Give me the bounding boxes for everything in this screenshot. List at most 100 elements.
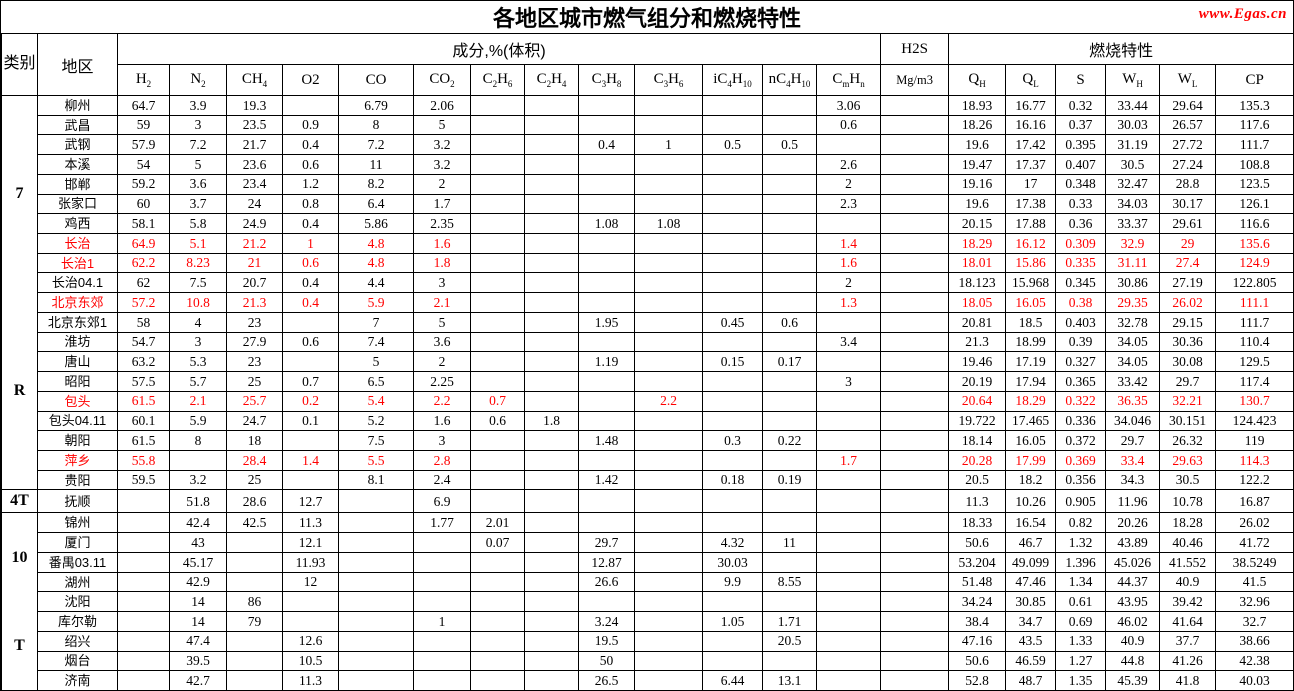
value-cell-WH: 45.39 <box>1105 670 1161 690</box>
value-cell-C3H8 <box>578 489 635 514</box>
value-cell-WL: 39.42 <box>1159 591 1217 613</box>
value-cell-CO: 6.79 <box>338 95 414 116</box>
value-cell-CmHn <box>815 650 882 672</box>
value-cell-H2S <box>880 430 950 451</box>
value-cell-C2H6 <box>470 371 525 392</box>
value-cell-C3H6 <box>634 532 703 553</box>
value-cell-QH: 19.6 <box>948 193 1007 215</box>
value-cell-CO2: 5 <box>413 311 471 333</box>
value-cell-CO: 5 <box>338 351 414 373</box>
value-cell-H2: 61.5 <box>117 430 170 451</box>
value-cell-C2H4 <box>524 670 579 690</box>
value-cell-H2S <box>880 469 950 491</box>
category-label: 7 <box>15 185 24 203</box>
value-cell-H2S <box>880 331 950 353</box>
value-cell-CO2 <box>413 630 471 652</box>
table-row: 湖州 42.9 12 26.6 9.9 8.55 51.48 47.46 1.34 44.37 40… <box>2 571 1293 593</box>
value-cell-O2: 11.93 <box>282 551 339 573</box>
region-cell: 长治04.1 <box>37 272 118 294</box>
value-cell-C2H6 <box>470 154 525 175</box>
value-cell-C2H4: 1.8 <box>524 410 579 432</box>
value-cell-nC4H10 <box>762 650 817 672</box>
region-cell: 厦门 <box>37 532 118 553</box>
header-h2s-unit: Mg/m3 <box>880 64 950 96</box>
value-cell-WL: 29 <box>1159 233 1217 254</box>
value-cell-CO2: 2.06 <box>413 95 471 116</box>
value-cell-QH: 20.5 <box>948 469 1007 491</box>
value-cell-CmHn: 3 <box>815 371 882 392</box>
value-cell-nC4H10 <box>762 95 817 116</box>
value-cell-CmHn <box>815 512 882 534</box>
value-cell-C3H6 <box>634 154 703 175</box>
value-cell-CH4: 79 <box>226 611 283 632</box>
value-cell-iC4H10 <box>702 591 763 613</box>
value-cell-C2H6 <box>470 571 525 593</box>
value-cell-CmHn: 3.06 <box>815 95 882 116</box>
value-cell-WL: 27.24 <box>1159 154 1217 175</box>
value-cell-C2H4 <box>524 351 579 373</box>
region-cell: 武昌 <box>37 114 118 136</box>
value-cell-CO: 5.86 <box>338 213 414 235</box>
table-row: 番禺03.11 45.17 11.93 12.87 30.03 53.204 49.099 1… <box>2 551 1293 573</box>
value-cell-N2: 51.8 <box>169 489 227 514</box>
value-cell-C2H6 <box>470 173 525 195</box>
table-row: 长治1 62.2 8.23 21 0.6 4.8 1.8 1.6 18.01 15.86 0.335… <box>2 252 1293 274</box>
value-cell-WH: 30.86 <box>1105 272 1161 294</box>
value-cell-H2S <box>880 292 950 313</box>
category-label: R <box>13 382 26 400</box>
value-cell-H2 <box>117 611 170 632</box>
value-cell-nC4H10: 0.22 <box>762 430 817 451</box>
value-cell-C3H8: 1.19 <box>578 351 635 373</box>
value-cell-QH: 18.14 <box>948 430 1007 451</box>
value-cell-H2: 59.5 <box>117 469 170 491</box>
value-cell-CmHn <box>815 134 882 156</box>
value-cell-O2: 1.4 <box>282 449 339 471</box>
value-cell-H2: 61.5 <box>117 390 170 412</box>
value-cell-CP: 114.3 <box>1215 449 1293 471</box>
value-cell-CmHn <box>815 591 882 613</box>
value-cell-WL: 30.151 <box>1159 410 1217 432</box>
value-cell-nC4H10: 11 <box>762 532 817 553</box>
header-region: 地区 <box>37 33 118 96</box>
value-cell-nC4H10: 0.19 <box>762 469 817 491</box>
value-cell-CO: 7.4 <box>338 331 414 353</box>
value-cell-QH: 11.3 <box>948 489 1007 514</box>
value-cell-CH4: 20.7 <box>226 272 283 294</box>
value-cell-C3H6 <box>634 233 703 254</box>
value-cell-QL: 17.42 <box>1005 134 1057 156</box>
value-cell-H2: 54.7 <box>117 331 170 353</box>
value-cell-H2: 60.1 <box>117 410 170 432</box>
value-cell-N2: 3.2 <box>169 469 227 491</box>
value-cell-CO <box>338 532 414 553</box>
value-cell-C2H6 <box>470 193 525 215</box>
value-cell-O2: 0.8 <box>282 193 339 215</box>
value-cell-CO <box>338 489 414 514</box>
value-cell-C3H8 <box>578 154 635 175</box>
value-cell-C2H6 <box>470 95 525 116</box>
value-cell-CP: 110.4 <box>1215 331 1293 353</box>
region-cell: 济南 <box>37 670 118 690</box>
value-cell-O2 <box>282 351 339 373</box>
value-cell-CH4 <box>226 551 283 573</box>
table-row: 北京东郊 57.2 10.8 21.3 0.4 5.9 2.1 1.3 18.05 16.05 0.… <box>2 292 1293 313</box>
value-cell-QL: 16.05 <box>1005 430 1057 451</box>
value-cell-CO2: 2.2 <box>413 390 471 412</box>
value-cell-WL: 40.9 <box>1159 571 1217 593</box>
value-cell-C2H4 <box>524 193 579 215</box>
value-cell-CO: 8 <box>338 114 414 136</box>
table-row: 本溪 54 5 23.6 0.6 11 3.2 2.6 19.47 17.37 0.407 30.5 2… <box>2 154 1293 175</box>
value-cell-C2H6 <box>470 630 525 652</box>
value-cell-CP: 124.423 <box>1215 410 1293 432</box>
value-cell-CO2 <box>413 650 471 672</box>
value-cell-CmHn: 3.4 <box>815 331 882 353</box>
value-cell-QL: 49.099 <box>1005 551 1057 573</box>
value-cell-S: 1.33 <box>1055 630 1107 652</box>
value-cell-CO2: 3.2 <box>413 134 471 156</box>
value-cell-H2S <box>880 233 950 254</box>
region-cell: 沈阳 <box>37 591 118 613</box>
value-cell-WH: 33.37 <box>1105 213 1161 235</box>
value-cell-CmHn <box>815 630 882 652</box>
value-cell-H2S <box>880 134 950 156</box>
value-cell-CO: 7.2 <box>338 134 414 156</box>
value-cell-WH: 33.4 <box>1105 449 1161 471</box>
